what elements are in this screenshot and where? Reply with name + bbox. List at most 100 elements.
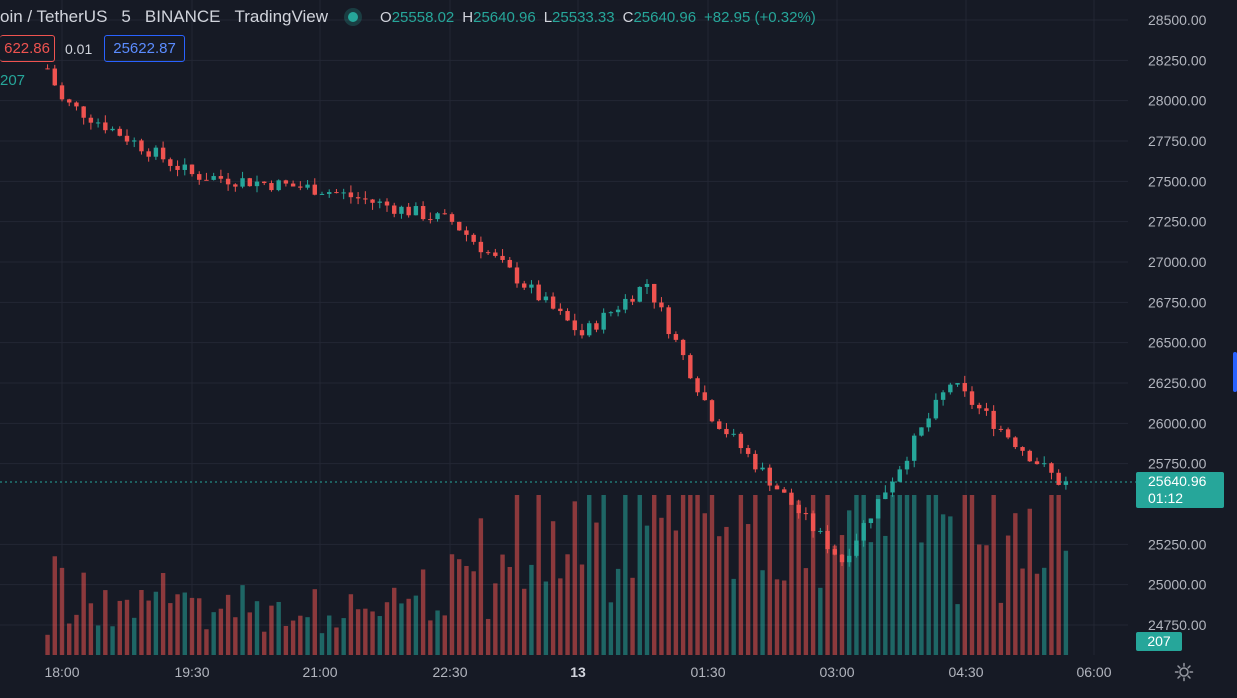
volume-bar xyxy=(146,600,151,655)
candle-body xyxy=(45,68,50,70)
candle-body xyxy=(572,320,577,331)
candle-body xyxy=(724,428,729,435)
volume-bar xyxy=(832,545,837,655)
volume-bar xyxy=(1027,508,1032,655)
candle-body xyxy=(1049,463,1054,473)
candle-body xyxy=(594,323,599,330)
candle-body xyxy=(659,302,664,308)
volume-bar xyxy=(868,542,874,655)
candle-body xyxy=(883,492,888,500)
volume-bar xyxy=(666,495,671,655)
candle-body xyxy=(789,492,794,505)
market-status-icon[interactable] xyxy=(348,12,359,22)
volume-bar xyxy=(608,602,614,655)
candle-body xyxy=(95,122,101,124)
candle-body xyxy=(269,183,274,191)
volume-bar xyxy=(782,580,787,655)
volume-bar xyxy=(731,578,736,655)
candle-body xyxy=(847,555,852,563)
volume-bar xyxy=(695,495,700,655)
sell-button[interactable]: 622.86 xyxy=(0,35,55,62)
candle-body xyxy=(103,122,108,131)
volume-bar xyxy=(709,495,715,655)
candle-body xyxy=(81,106,86,118)
volume-bar xyxy=(1005,535,1011,655)
volume-bar xyxy=(977,544,982,655)
buy-button[interactable]: 25622.87 xyxy=(104,35,185,62)
volume-bar xyxy=(442,615,447,655)
timeframe[interactable]: 5 xyxy=(121,7,131,26)
volume-bar xyxy=(420,569,426,655)
volume-bars xyxy=(45,495,1069,655)
candle-body xyxy=(1063,481,1069,485)
volume-bar xyxy=(428,620,433,655)
candle-body xyxy=(493,252,498,256)
candle-body xyxy=(955,383,960,385)
candle-body xyxy=(587,323,592,336)
volume-bar xyxy=(991,495,996,655)
volume-bar xyxy=(630,577,635,655)
volume-bar xyxy=(81,572,86,655)
volume-bar xyxy=(399,603,404,655)
volume-bar xyxy=(767,495,772,655)
candle-body xyxy=(478,241,484,253)
gear-icon[interactable] xyxy=(1174,662,1194,682)
price-tick-5: 27250.00 xyxy=(1148,214,1207,230)
candle-body xyxy=(926,418,931,428)
volume-bar xyxy=(392,587,397,655)
candle-body xyxy=(969,391,975,405)
volume-bar xyxy=(225,594,231,655)
candle-body xyxy=(984,408,989,411)
volume-bar xyxy=(334,627,339,655)
candle-body xyxy=(471,234,476,242)
price-tick-10: 26000.00 xyxy=(1148,415,1207,431)
volume-bar xyxy=(500,554,505,655)
trade-buttons: 622.86 0.01 25622.87 xyxy=(0,35,185,62)
candle-body xyxy=(543,296,549,301)
open-value: 25558.02 xyxy=(391,8,455,26)
volume-bar xyxy=(536,495,541,655)
volume-bar xyxy=(348,594,354,655)
volume-bar xyxy=(933,495,939,655)
candle-body xyxy=(413,206,419,216)
low-label: L xyxy=(543,8,553,26)
candle-body xyxy=(998,428,1004,430)
candle-body xyxy=(1056,472,1061,485)
volume-bar xyxy=(998,602,1004,655)
volume-bar xyxy=(377,616,382,655)
volume-bar xyxy=(189,597,195,655)
close-value: 25640.96 xyxy=(633,8,697,26)
candle-body xyxy=(507,259,512,268)
candle-body xyxy=(392,205,397,214)
candle-body xyxy=(399,206,404,214)
candle-body xyxy=(702,392,707,401)
candle-body xyxy=(890,481,895,493)
candle-body xyxy=(59,85,65,100)
source-name: TradingView xyxy=(234,7,329,26)
candle-body xyxy=(796,504,801,514)
symbol-name[interactable]: oin / TetherUS xyxy=(0,7,108,26)
volume-bar xyxy=(883,535,888,655)
volume-bar xyxy=(262,631,267,655)
volume-bar xyxy=(558,578,563,655)
candle-body xyxy=(1034,461,1040,465)
volume-bar xyxy=(673,530,679,655)
candle-body xyxy=(565,311,570,321)
volume-bar xyxy=(218,608,224,655)
candle-body xyxy=(536,284,541,301)
open-label: O xyxy=(380,8,392,26)
volume-bar xyxy=(233,617,238,655)
volume-bar xyxy=(825,495,830,655)
candle-body xyxy=(182,164,187,170)
candle-body xyxy=(168,159,173,166)
candle-body xyxy=(211,176,216,180)
volume-bar xyxy=(67,623,72,655)
volume-bar xyxy=(384,602,390,655)
candle-body xyxy=(290,183,296,187)
scale-handle[interactable] xyxy=(1233,352,1237,392)
spread-value: 0.01 xyxy=(65,40,93,57)
volume-bar xyxy=(745,524,751,655)
volume-bar xyxy=(875,495,881,655)
time-tick-4: 13 xyxy=(570,664,586,680)
